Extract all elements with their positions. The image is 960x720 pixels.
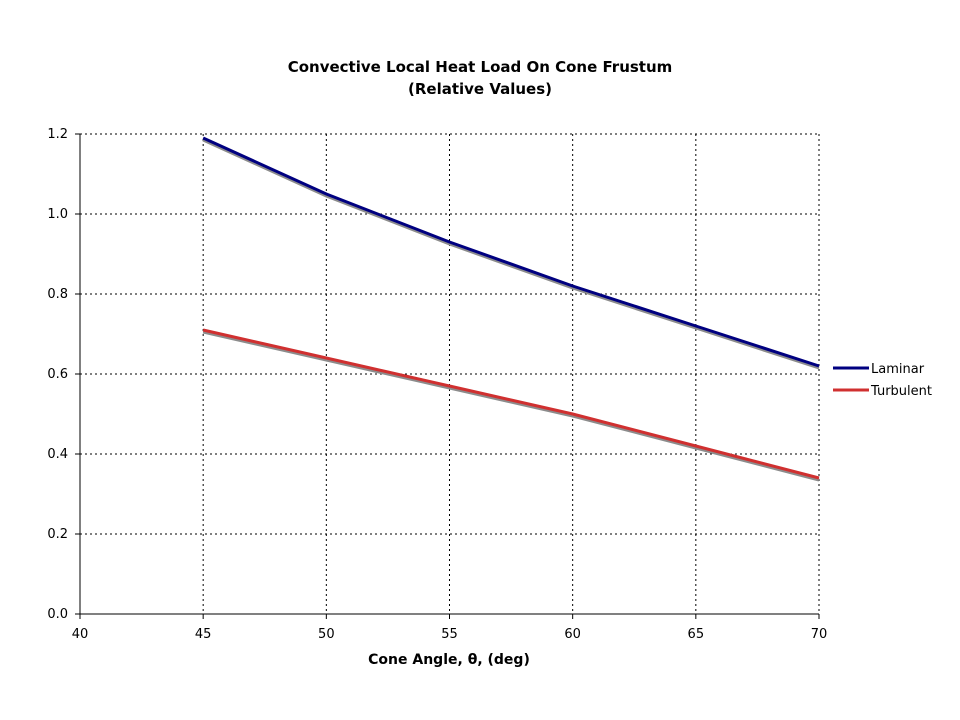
y-tick-label: 0.6: [47, 367, 68, 382]
tick-labels: 40 45 50 55 60 65 70 0.0 0.2 0.4 0.6 0.8 1.0 1.2: [47, 127, 827, 642]
x-tick-label: 40: [72, 627, 89, 642]
legend-label-laminar: Laminar: [871, 362, 925, 377]
y-tick-label: 1.2: [47, 127, 68, 142]
legend: Laminar Turbulent: [833, 362, 932, 399]
chart-subtitle: (Relative Values): [408, 80, 552, 98]
x-tick-label: 65: [688, 627, 705, 642]
series-shadow-laminar: [202, 138, 820, 370]
y-tick-label: 0.0: [47, 607, 68, 622]
x-tick-label: 45: [195, 627, 212, 642]
series-lines: [202, 136, 820, 482]
chart-title: Convective Local Heat Load On Cone Frust…: [288, 58, 673, 76]
x-tick-label: 60: [564, 627, 581, 642]
axes: [75, 133, 820, 619]
y-tick-label: 0.4: [47, 447, 68, 462]
gridlines: [80, 133, 820, 614]
x-tick-label: 70: [811, 627, 828, 642]
legend-label-turbulent: Turbulent: [870, 384, 932, 399]
x-axis-label: Cone Angle, θ, (deg): [368, 652, 530, 668]
series-line-laminar: [202, 136, 820, 368]
series-shadow-turbulent: [202, 330, 820, 482]
series-line-turbulent: [202, 328, 820, 480]
x-tick-label: 50: [318, 627, 335, 642]
y-tick-label: 0.2: [47, 527, 68, 542]
x-tick-label: 55: [441, 627, 458, 642]
y-tick-label: 0.8: [47, 287, 68, 302]
y-tick-label: 1.0: [47, 207, 68, 222]
